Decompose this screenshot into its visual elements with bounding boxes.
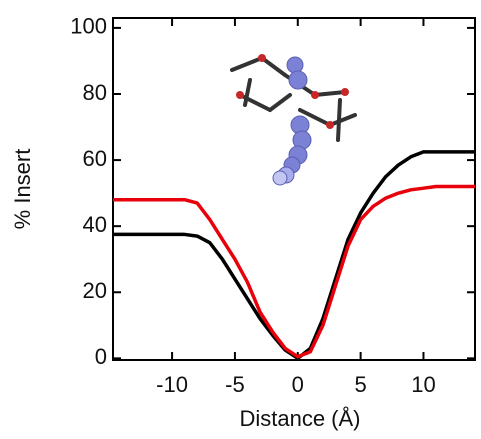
y-axis-label: % Insert (10, 149, 35, 230)
x-tick-label: 0 (292, 372, 304, 397)
data-line (113, 150, 475, 361)
y-tick-label: 100 (70, 14, 107, 39)
y-tick-label: 0 (95, 344, 107, 369)
y-tick-label: 60 (83, 146, 107, 171)
molecule-inset (230, 54, 357, 186)
x-axis-label: Distance (Å) (239, 406, 360, 431)
y-tick-label: 80 (83, 80, 107, 105)
x-tick-label: 10 (411, 372, 435, 397)
plot-frame (112, 17, 476, 361)
y-tick-label: 20 (83, 278, 107, 303)
y-tick-label: 40 (83, 212, 107, 237)
data-line (113, 184, 475, 359)
x-tick-label: -5 (225, 372, 245, 397)
x-tick-label: 5 (354, 372, 366, 397)
x-tick-label: -10 (156, 372, 188, 397)
